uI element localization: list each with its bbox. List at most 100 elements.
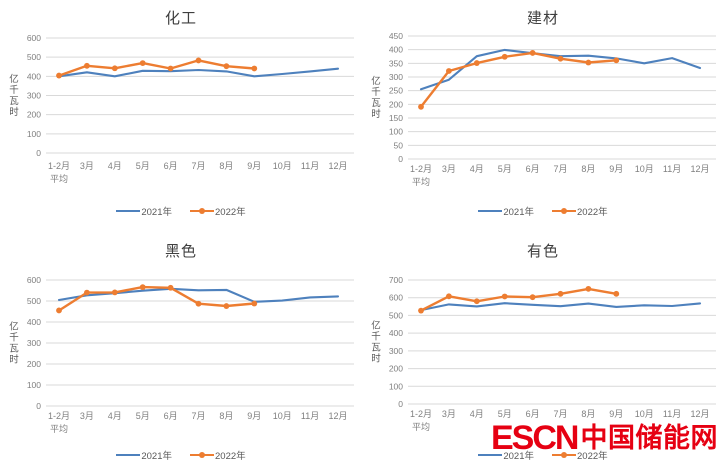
svg-text:亿: 亿 [371,320,381,332]
legend-marker-dot [561,207,567,214]
svg-text:6月: 6月 [526,409,540,419]
svg-text:8月: 8月 [219,411,233,421]
svg-text:11月: 11月 [301,411,319,421]
svg-text:200: 200 [27,110,41,120]
legend-label-2022: 2022年 [577,207,608,218]
svg-text:0: 0 [398,399,403,409]
svg-text:700: 700 [389,275,403,285]
svg-text:8月: 8月 [581,164,595,174]
svg-text:0: 0 [36,148,41,158]
svg-text:4月: 4月 [470,164,484,174]
legend-line-swatch-2021 [478,453,503,457]
svg-text:100: 100 [389,127,403,137]
legend-label-2021: 2021年 [141,207,172,218]
legend-line-swatch-2022 [190,451,214,458]
legend-label-2021: 2021年 [503,207,534,218]
svg-text:10月: 10月 [635,409,654,419]
svg-text:600: 600 [389,293,403,303]
svg-text:千: 千 [9,333,19,344]
svg-text:500: 500 [389,310,403,320]
svg-text:300: 300 [27,91,41,101]
legend-line-swatch-2021 [116,209,141,213]
chart-title-building-materials: 建材 [526,10,559,27]
legend-marker-dot [199,451,205,458]
svg-text:9月: 9月 [247,411,261,421]
svg-text:瓦: 瓦 [371,98,381,109]
svg-text:50: 50 [394,140,404,150]
chart-legend: 2021年 2022年 [362,448,724,462]
chart-title-nonferrous: 有色 [526,243,559,260]
svg-text:250: 250 [389,86,403,96]
svg-text:6月: 6月 [526,164,540,174]
svg-text:1-2月: 1-2月 [48,161,70,171]
svg-text:200: 200 [27,359,41,369]
legend-label-2021: 2021年 [141,451,172,462]
svg-text:500: 500 [27,296,41,306]
svg-text:7月: 7月 [553,164,567,174]
svg-text:100: 100 [27,380,41,390]
svg-text:600: 600 [27,33,41,43]
chart-panel-ferrous: 600 500 400 300 200 100 0 亿千瓦时 1-2月 平均 3月 4月 5月 6月 7月 8… [0,233,362,466]
svg-text:12月: 12月 [328,411,347,421]
legend-label-2022: 2022年 [215,451,246,462]
chart-panel-chemical: 600 500 400 300 200 100 0 亿千瓦时 1-2月 平均 3月 4月 5月 6月 7月 8… [0,0,362,233]
escn-logo: ESCN 中国储能网 [491,421,718,455]
svg-text:7月: 7月 [191,411,205,421]
legend-line-swatch-2021 [478,209,503,213]
legend-line-swatch-2022 [190,207,214,214]
svg-text:7月: 7月 [553,409,567,419]
svg-text:5月: 5月 [136,411,150,421]
escn-logo-chinese: 中国储能网 [580,422,718,453]
legend-line-swatch-2022 [552,207,576,214]
svg-text:5月: 5月 [136,161,150,171]
svg-text:平均: 平均 [412,421,430,432]
svg-text:3月: 3月 [80,411,94,421]
legend-item-2021: 2021年 [478,204,534,218]
svg-text:10月: 10月 [273,411,292,421]
svg-text:9月: 9月 [609,409,623,419]
svg-text:4月: 4月 [108,411,122,421]
legend-item-2022: 2022年 [190,204,246,218]
svg-text:12月: 12月 [328,161,347,171]
svg-text:3月: 3月 [442,409,456,419]
chart-panel-nonferrous: 700 600 500 400 300 200 100 0 亿千瓦时 1-2月 平均 3月 4月 5月 6月… [362,233,724,466]
svg-text:4月: 4月 [470,409,484,419]
svg-text:亿: 亿 [9,321,19,333]
svg-text:瓦: 瓦 [9,344,19,355]
svg-text:千: 千 [371,87,381,98]
svg-text:300: 300 [27,338,41,348]
svg-text:12月: 12月 [690,409,709,419]
legend-label-2022: 2022年 [577,451,608,462]
svg-text:11月: 11月 [663,164,681,174]
svg-text:平均: 平均 [412,176,430,187]
svg-text:时: 时 [371,353,381,365]
svg-text:6月: 6月 [164,411,178,421]
svg-text:450: 450 [389,31,403,41]
legend-item-2022: 2022年 [552,204,608,218]
svg-text:200: 200 [389,364,403,374]
svg-text:千: 千 [371,332,381,343]
svg-text:时: 时 [9,106,19,118]
svg-text:时: 时 [371,108,381,120]
svg-text:100: 100 [27,129,41,139]
svg-text:4月: 4月 [108,161,122,171]
legend-item-2022: 2022年 [552,448,608,462]
chart-title-chemical: 化工 [164,10,197,27]
chart-legend: 2021年 2022年 [0,204,362,218]
svg-text:400: 400 [389,45,403,55]
svg-text:千: 千 [9,85,19,96]
legend-label-2022: 2022年 [215,207,246,218]
svg-text:3月: 3月 [80,161,94,171]
svg-text:瓦: 瓦 [371,343,381,354]
legend-item-2021: 2021年 [478,448,534,462]
svg-text:100: 100 [389,381,403,391]
svg-text:600: 600 [27,275,41,285]
chart-legend: 2021年 2022年 [0,448,362,462]
svg-text:亿: 亿 [9,73,19,85]
svg-text:12月: 12月 [690,164,709,174]
